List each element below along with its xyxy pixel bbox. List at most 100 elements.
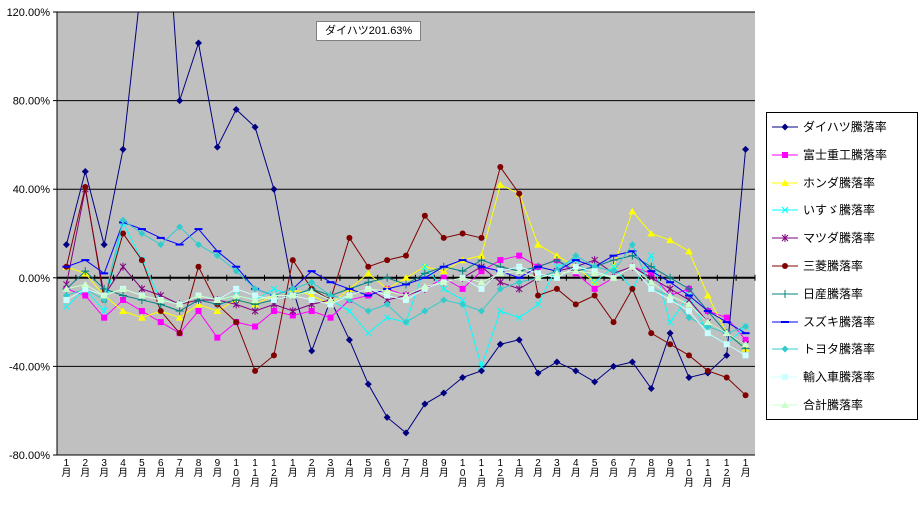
data-point-marker bbox=[478, 285, 485, 292]
data-point-marker bbox=[213, 296, 222, 303]
y-axis-label: 80.00% bbox=[13, 96, 51, 108]
data-point-marker bbox=[628, 241, 636, 249]
data-point-marker bbox=[497, 257, 504, 264]
data-point-marker bbox=[194, 300, 203, 308]
data-point-marker bbox=[647, 230, 656, 237]
data-point-marker bbox=[252, 323, 259, 330]
data-point-marker bbox=[478, 234, 485, 241]
data-point-marker bbox=[289, 285, 297, 293]
data-point-marker bbox=[667, 296, 674, 303]
data-point-marker bbox=[742, 145, 750, 153]
data-point-marker bbox=[421, 400, 429, 408]
data-point-marker bbox=[591, 378, 599, 386]
data-point-marker bbox=[289, 257, 296, 264]
data-point-marker bbox=[440, 296, 448, 304]
data-point-marker bbox=[534, 274, 543, 281]
data-point-marker bbox=[157, 241, 165, 249]
data-point-marker bbox=[138, 284, 146, 293]
data-point-marker bbox=[591, 278, 599, 286]
data-point-marker bbox=[269, 292, 278, 299]
legend-item: 輸入車騰落率 bbox=[772, 370, 912, 384]
data-point-marker bbox=[477, 252, 486, 259]
data-point-marker bbox=[629, 285, 636, 292]
data-point-marker bbox=[440, 285, 448, 293]
data-point-marker bbox=[516, 263, 523, 270]
legend-item: マツダ騰落率 bbox=[772, 231, 912, 245]
data-point-marker bbox=[742, 352, 749, 359]
data-point-marker bbox=[666, 236, 675, 244]
data-point-marker bbox=[402, 429, 410, 437]
data-point-marker bbox=[703, 292, 712, 299]
data-point-marker bbox=[458, 267, 467, 276]
data-point-marker bbox=[440, 274, 447, 281]
data-point-marker bbox=[458, 274, 467, 281]
data-point-marker bbox=[647, 252, 655, 260]
data-point-marker bbox=[307, 292, 316, 299]
data-point-marker bbox=[288, 292, 297, 299]
data-point-marker bbox=[232, 292, 241, 299]
series-7 bbox=[62, 221, 750, 335]
chart-legend: ダイハツ騰落率 富士重工騰落率 ホンダ騰落率 いすゞ騰落率 マツダ騰落率 三菱騰落率 日産騰… bbox=[766, 112, 918, 420]
y-axis-label: 40.00% bbox=[13, 184, 51, 196]
legend-label: 合計騰落率 bbox=[803, 397, 864, 412]
legend-label: スズキ騰落率 bbox=[803, 314, 876, 329]
data-point-marker bbox=[308, 347, 316, 355]
legend-label: いすゞ騰落率 bbox=[803, 203, 876, 218]
data-point-marker bbox=[534, 301, 542, 308]
data-point-marker bbox=[628, 251, 637, 260]
data-point-marker bbox=[82, 183, 89, 190]
data-point-marker bbox=[251, 123, 259, 131]
data-point-marker bbox=[553, 358, 561, 366]
data-point-marker bbox=[327, 314, 334, 321]
legend-marker-icon bbox=[772, 234, 798, 243]
legend-item: スズキ騰落率 bbox=[772, 315, 912, 329]
legend-label: 富士重工騰落率 bbox=[803, 147, 888, 162]
data-point-marker bbox=[383, 273, 392, 282]
data-point-marker bbox=[270, 308, 277, 315]
data-point-marker bbox=[685, 373, 693, 381]
y-axis-label: -80.00% bbox=[9, 450, 50, 462]
data-point-marker bbox=[251, 285, 259, 293]
legend-label: 三菱騰落率 bbox=[803, 258, 864, 273]
data-point-marker bbox=[138, 257, 145, 264]
legend-label: マツダ騰落率 bbox=[803, 231, 876, 246]
legend-item: ダイハツ騰落率 bbox=[772, 120, 912, 134]
data-point-marker bbox=[534, 369, 542, 377]
data-point-marker bbox=[782, 374, 788, 381]
data-point-marker bbox=[552, 269, 561, 277]
data-point-marker bbox=[440, 389, 448, 397]
data-point-marker bbox=[308, 278, 316, 286]
data-point-marker bbox=[647, 385, 655, 393]
data-point-marker bbox=[119, 216, 127, 224]
data-point-marker bbox=[781, 207, 789, 214]
data-point-marker bbox=[364, 278, 373, 287]
data-point-marker bbox=[572, 252, 580, 260]
data-point-marker bbox=[82, 292, 89, 299]
data-point-marker bbox=[233, 285, 240, 292]
data-point-marker bbox=[194, 292, 203, 299]
data-point-marker bbox=[82, 285, 89, 292]
data-point-marker bbox=[138, 230, 146, 237]
legend-item: ホンダ騰落率 bbox=[772, 176, 912, 190]
data-point-marker bbox=[553, 274, 560, 281]
data-point-marker bbox=[516, 190, 523, 197]
data-point-marker bbox=[572, 263, 579, 270]
data-point-marker bbox=[666, 329, 674, 337]
data-point-marker bbox=[346, 307, 353, 315]
data-point-marker bbox=[270, 285, 278, 293]
data-point-marker bbox=[364, 329, 372, 337]
